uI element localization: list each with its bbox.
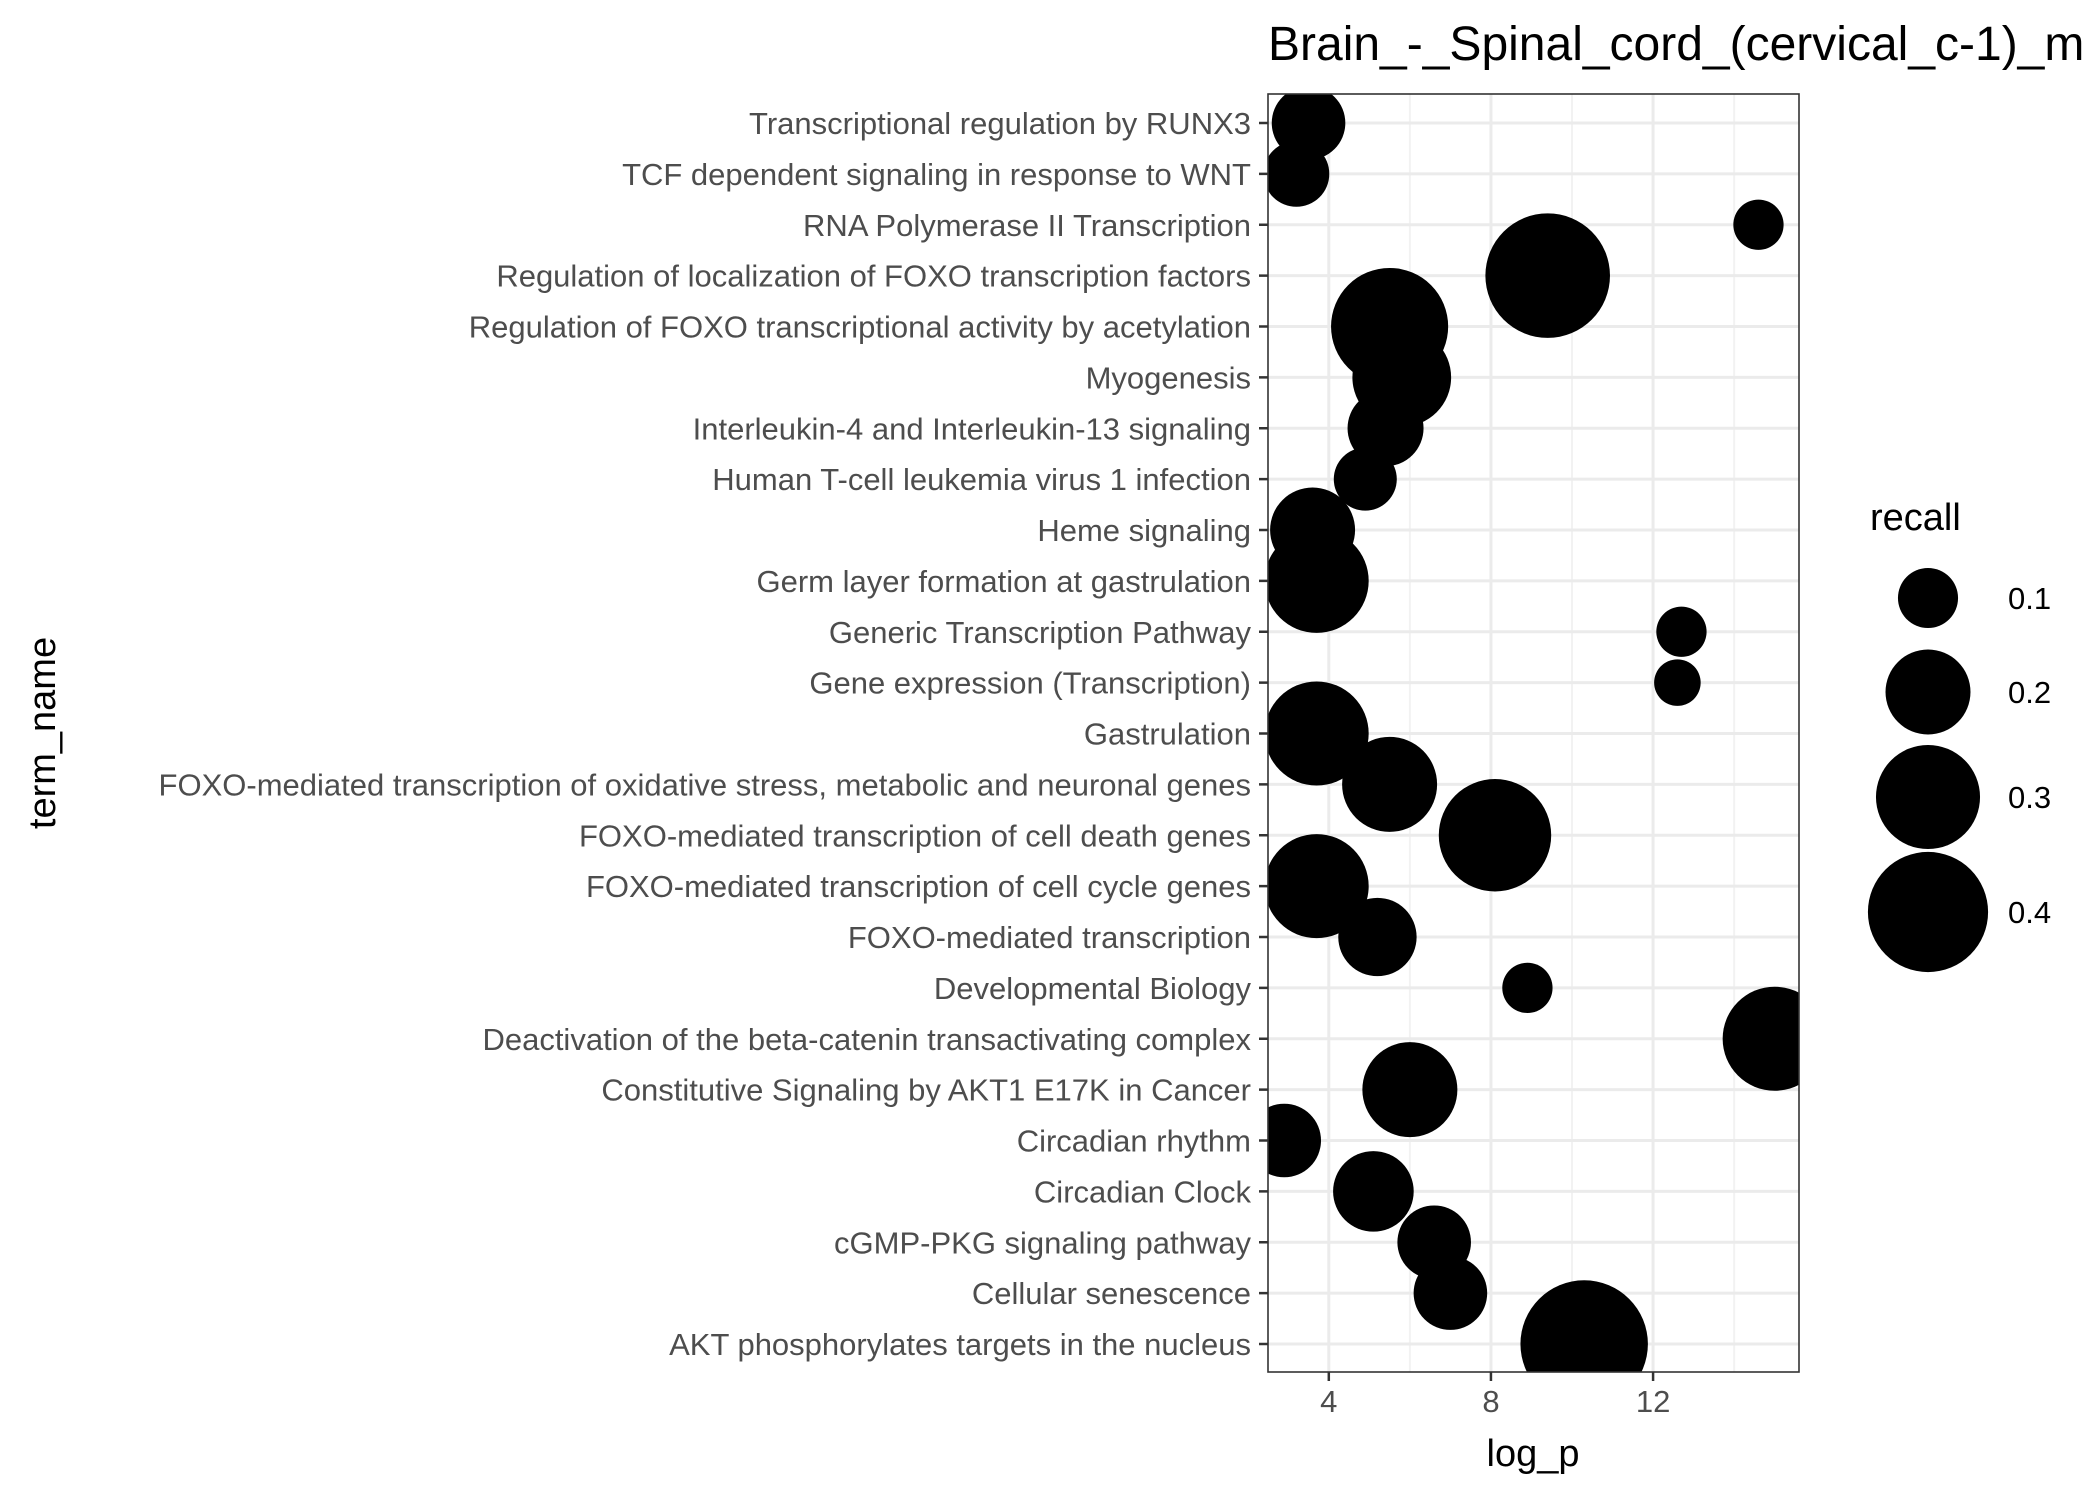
data-point — [1268, 140, 1330, 207]
plot-title: Brain_-_Spinal_cord_(cervical_c-1)_m — [1268, 18, 2084, 71]
y-tick-label: TCF dependent signaling in response to W… — [622, 157, 1251, 192]
x-axis-title: log_p — [1487, 1433, 1580, 1475]
y-tick-label: Germ layer formation at gastrulation — [757, 564, 1252, 599]
legend-key — [1875, 744, 1981, 850]
x-tick-label: 12 — [1636, 1384, 1670, 1419]
data-point — [1268, 1103, 1321, 1178]
y-tick-label: Developmental Biology — [934, 971, 1252, 1006]
data-points — [1268, 94, 1799, 1372]
data-point — [1268, 681, 1369, 786]
data-point — [1502, 962, 1553, 1014]
x-axis: 4 8 12 — [1320, 1372, 1670, 1419]
data-point — [1362, 1042, 1458, 1138]
y-axis-title: term_name — [22, 637, 64, 829]
data-point — [1722, 986, 1799, 1091]
data-point — [1656, 606, 1707, 657]
y-tick-label: Generic Transcription Pathway — [829, 615, 1252, 650]
x-tick-label: 8 — [1482, 1384, 1499, 1419]
legend-key — [1885, 649, 1971, 735]
y-tick-label: Regulation of localization of FOXO trans… — [496, 259, 1251, 294]
y-tick-label: Transcriptional regulation by RUNX3 — [749, 106, 1251, 141]
data-point — [1485, 213, 1610, 338]
legend: recall 0.1 0.2 0.3 0.4 — [1867, 497, 2051, 973]
data-point — [1338, 897, 1417, 977]
y-tick-label: Regulation of FOXO transcriptional activ… — [469, 310, 1251, 345]
legend-title: recall — [1870, 497, 1961, 539]
y-tick-label: Interleukin-4 and Interleukin-13 signali… — [693, 411, 1251, 446]
legend-keys: 0.1 0.2 0.3 0.4 — [1867, 567, 2051, 973]
plot-panel — [1267, 93, 1800, 1373]
data-point — [1342, 736, 1438, 832]
y-tick-label: Gastrulation — [1084, 717, 1251, 752]
legend-label: 0.2 — [2008, 675, 2051, 710]
data-point — [1347, 390, 1424, 467]
y-tick-label: FOXO-mediated transcription of cell deat… — [579, 818, 1251, 853]
y-tick-label: FOXO-mediated transcription of oxidative… — [159, 767, 1251, 802]
data-point — [1733, 199, 1784, 250]
y-tick-label: Gene expression (Transcription) — [809, 666, 1251, 701]
legend-label: 0.1 — [2008, 581, 2051, 616]
data-point — [1654, 659, 1701, 706]
data-point — [1438, 779, 1552, 892]
y-tick-label: Circadian rhythm — [1017, 1124, 1251, 1159]
y-tick-label: cGMP-PKG signaling pathway — [834, 1225, 1251, 1260]
y-tick-label: Circadian Clock — [1034, 1174, 1252, 1209]
x-tick-label: 4 — [1320, 1384, 1337, 1419]
legend-label: 0.3 — [2008, 780, 2051, 815]
legend-label: 0.4 — [2008, 895, 2051, 930]
y-tick-label: FOXO-mediated transcription — [848, 920, 1251, 955]
data-point — [1268, 528, 1369, 633]
y-tick-label: Myogenesis — [1086, 360, 1251, 395]
y-tick-label: RNA Polymerase II Transcription — [803, 208, 1251, 243]
legend-key — [1867, 851, 1989, 973]
data-point — [1413, 1256, 1488, 1330]
data-point — [1268, 834, 1369, 939]
y-tick-label: Heme signaling — [1037, 513, 1251, 548]
y-tick-label: Human T-cell leukemia virus 1 infection — [712, 462, 1251, 497]
y-tick-label: AKT phosphorylates targets in the nucleu… — [669, 1327, 1251, 1362]
legend-key — [1897, 567, 1959, 629]
y-tick-label: Deactivation of the beta-catenin transac… — [482, 1022, 1251, 1057]
data-point — [1333, 1151, 1414, 1232]
data-point — [1520, 1280, 1648, 1372]
y-axis: Transcriptional regulation by RUNX3 TCF d… — [159, 106, 1268, 1362]
y-tick-label: FOXO-mediated transcription of cell cycl… — [586, 869, 1251, 904]
y-tick-label: Cellular senescence — [972, 1276, 1251, 1311]
y-tick-label: Constitutive Signaling by AKT1 E17K in C… — [601, 1073, 1251, 1108]
data-point — [1333, 447, 1397, 511]
